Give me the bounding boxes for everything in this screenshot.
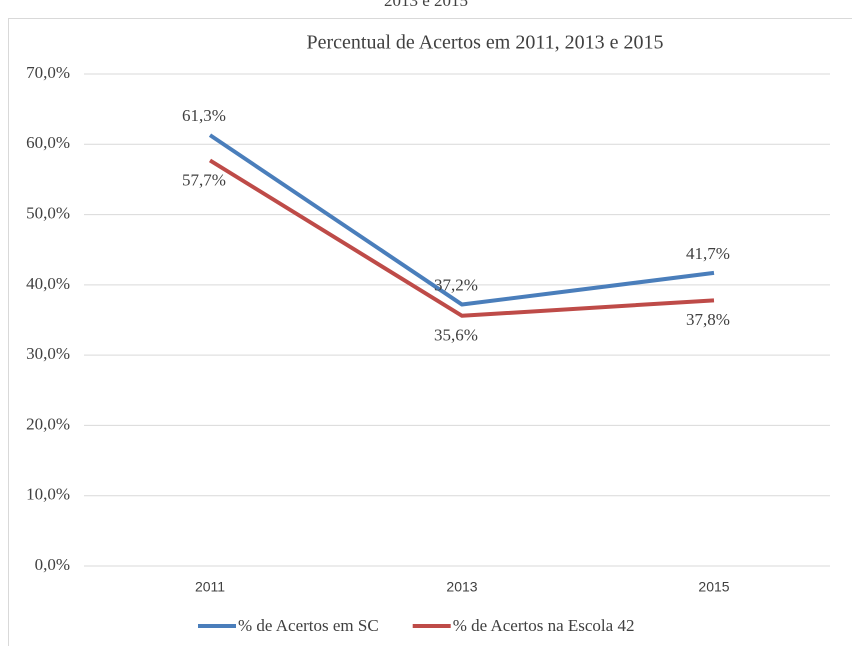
y-tick-label: 50,0%: [26, 203, 70, 222]
legend-label: % de Acertos em SC: [238, 616, 379, 635]
x-tick-label: 2015: [698, 579, 729, 595]
data-label: 35,6%: [434, 326, 478, 345]
series-line: [208, 158, 715, 318]
x-tick-label: 2013: [446, 579, 477, 595]
y-tick-label: 40,0%: [26, 274, 70, 293]
chart-title: Percentual de Acertos em 2011, 2013 e 20…: [307, 32, 664, 54]
y-tick-label: 70,0%: [26, 63, 70, 82]
data-label: 61,3%: [182, 106, 226, 125]
y-tick-label: 60,0%: [26, 133, 70, 152]
caption: 2013 e 2015: [384, 0, 468, 10]
data-label: 41,7%: [686, 244, 730, 263]
y-tick-label: 20,0%: [26, 414, 70, 433]
legend-label: % de Acertos na Escola 42: [453, 616, 635, 635]
y-tick-label: 0,0%: [35, 555, 70, 574]
data-label: 57,7%: [182, 170, 226, 189]
x-tick-label: 2011: [195, 579, 225, 595]
y-tick-label: 10,0%: [26, 485, 70, 504]
y-tick-label: 30,0%: [26, 344, 70, 363]
data-label: 37,8%: [686, 310, 730, 329]
data-label: 37,2%: [434, 275, 478, 294]
series-line: [208, 133, 715, 307]
